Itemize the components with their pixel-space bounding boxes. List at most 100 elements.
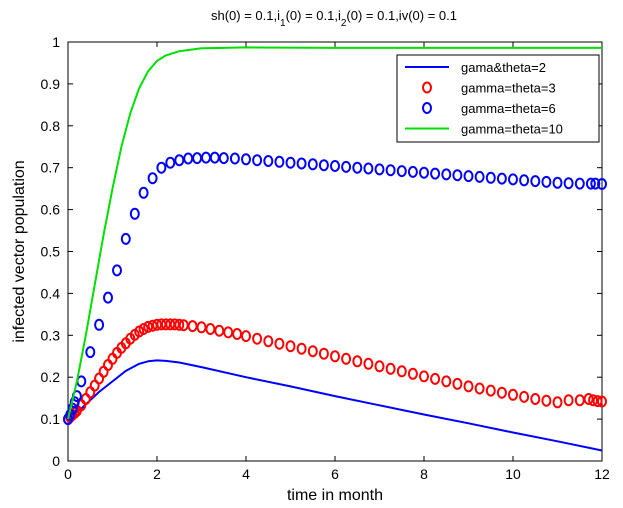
data-point (463, 380, 474, 393)
data-point (385, 362, 396, 375)
legend-marker-swatch (422, 81, 432, 94)
data-point (552, 396, 563, 409)
data-point (541, 175, 552, 188)
data-point (407, 165, 418, 178)
y-tick-label: 0.4 (41, 285, 61, 301)
x-tick-label: 12 (594, 466, 610, 482)
data-point (232, 328, 243, 340)
data-point (223, 326, 234, 339)
data-point (583, 393, 594, 405)
data-point (307, 345, 318, 358)
data-point (474, 170, 485, 183)
legend-item: gama&theta=2 (405, 60, 546, 75)
y-tick-label: 0.2 (41, 369, 61, 385)
data-point (419, 370, 429, 383)
series-layer (63, 46, 607, 452)
legend-label: gamma=theta=3 (461, 81, 556, 96)
data-point (592, 395, 603, 408)
data-point (530, 175, 541, 188)
data-point (252, 332, 263, 345)
x-tick-label: 8 (420, 466, 428, 482)
x-axis-label: time in month (287, 487, 383, 504)
data-point (112, 264, 122, 277)
y-axis-label: infected vector population (11, 160, 28, 342)
data-point (452, 377, 463, 390)
data-point (508, 388, 518, 401)
data-point (285, 340, 296, 353)
data-point (156, 161, 167, 174)
series-4 (67, 46, 602, 420)
legend-label: gamma=theta=6 (461, 101, 556, 116)
data-point (318, 159, 329, 172)
legend-label: gama&theta=2 (461, 60, 546, 75)
chart-title: sh(0) = 0.1,i1(0) = 0.1,i2(0) = 0.1,iv(0… (211, 8, 457, 29)
data-point (341, 160, 352, 173)
data-point (263, 155, 274, 167)
data-point (85, 346, 96, 359)
data-point (218, 152, 229, 165)
legend-marker-swatch (422, 102, 432, 114)
x-tick-label: 10 (505, 466, 521, 482)
data-point (103, 291, 113, 304)
data-point (574, 177, 585, 190)
data-point (441, 168, 452, 181)
data-point (363, 357, 374, 370)
legend-label: gamma=theta=10 (461, 122, 563, 137)
y-tick-label: 0.5 (41, 244, 61, 260)
data-point (143, 320, 154, 333)
data-point (563, 177, 574, 190)
y-tick-label: 1 (52, 34, 60, 50)
data-point (330, 160, 340, 172)
data-point (430, 372, 441, 385)
data-point (69, 396, 80, 409)
data-point (352, 161, 363, 174)
data-point (252, 154, 263, 167)
data-point (341, 352, 352, 365)
data-point (419, 166, 429, 179)
data-point (129, 207, 140, 220)
data-point (430, 167, 441, 180)
x-tick-label: 0 (64, 466, 72, 482)
data-point (485, 171, 496, 184)
data-point (508, 173, 518, 186)
legend: gama&theta=2 gamma=theta=3 gamma=theta=6 ga… (396, 54, 600, 143)
y-tick-label: 0.1 (41, 411, 61, 427)
data-point (165, 156, 176, 169)
data-point (374, 360, 385, 373)
axis-ticks: 0 2 4 6 8 10 12 0 0.1 0.2 0.3 0.4 0.5 0.6 0.7 0.8 0.9 1 (41, 34, 610, 482)
data-point (407, 367, 418, 380)
data-point (147, 172, 158, 185)
legend-item: gamma=theta=10 (405, 122, 563, 137)
y-tick-label: 0.6 (41, 202, 61, 218)
data-point (363, 162, 374, 175)
data-point (552, 176, 563, 189)
y-tick-label: 0 (52, 453, 60, 469)
data-point (285, 156, 296, 169)
x-tick-label: 4 (242, 466, 250, 482)
data-point (463, 170, 474, 183)
data-point (296, 157, 307, 170)
data-point (138, 323, 149, 335)
data-point (241, 330, 251, 343)
data-point (530, 393, 541, 405)
series-line (67, 46, 602, 420)
data-point (205, 323, 216, 335)
data-point (94, 318, 105, 331)
y-tick-label: 0.3 (41, 327, 61, 343)
data-point (585, 177, 596, 190)
data-point (519, 174, 530, 187)
data-point (229, 152, 240, 165)
data-point (352, 355, 363, 368)
data-point (296, 342, 307, 355)
data-point (120, 232, 131, 245)
series-line (67, 359, 603, 452)
data-point (563, 394, 574, 407)
y-tick-label: 0.9 (41, 76, 61, 92)
data-point (318, 347, 329, 360)
x-tick-label: 6 (331, 466, 339, 482)
data-point (241, 153, 251, 166)
data-point (396, 365, 407, 378)
data-point (441, 375, 452, 388)
